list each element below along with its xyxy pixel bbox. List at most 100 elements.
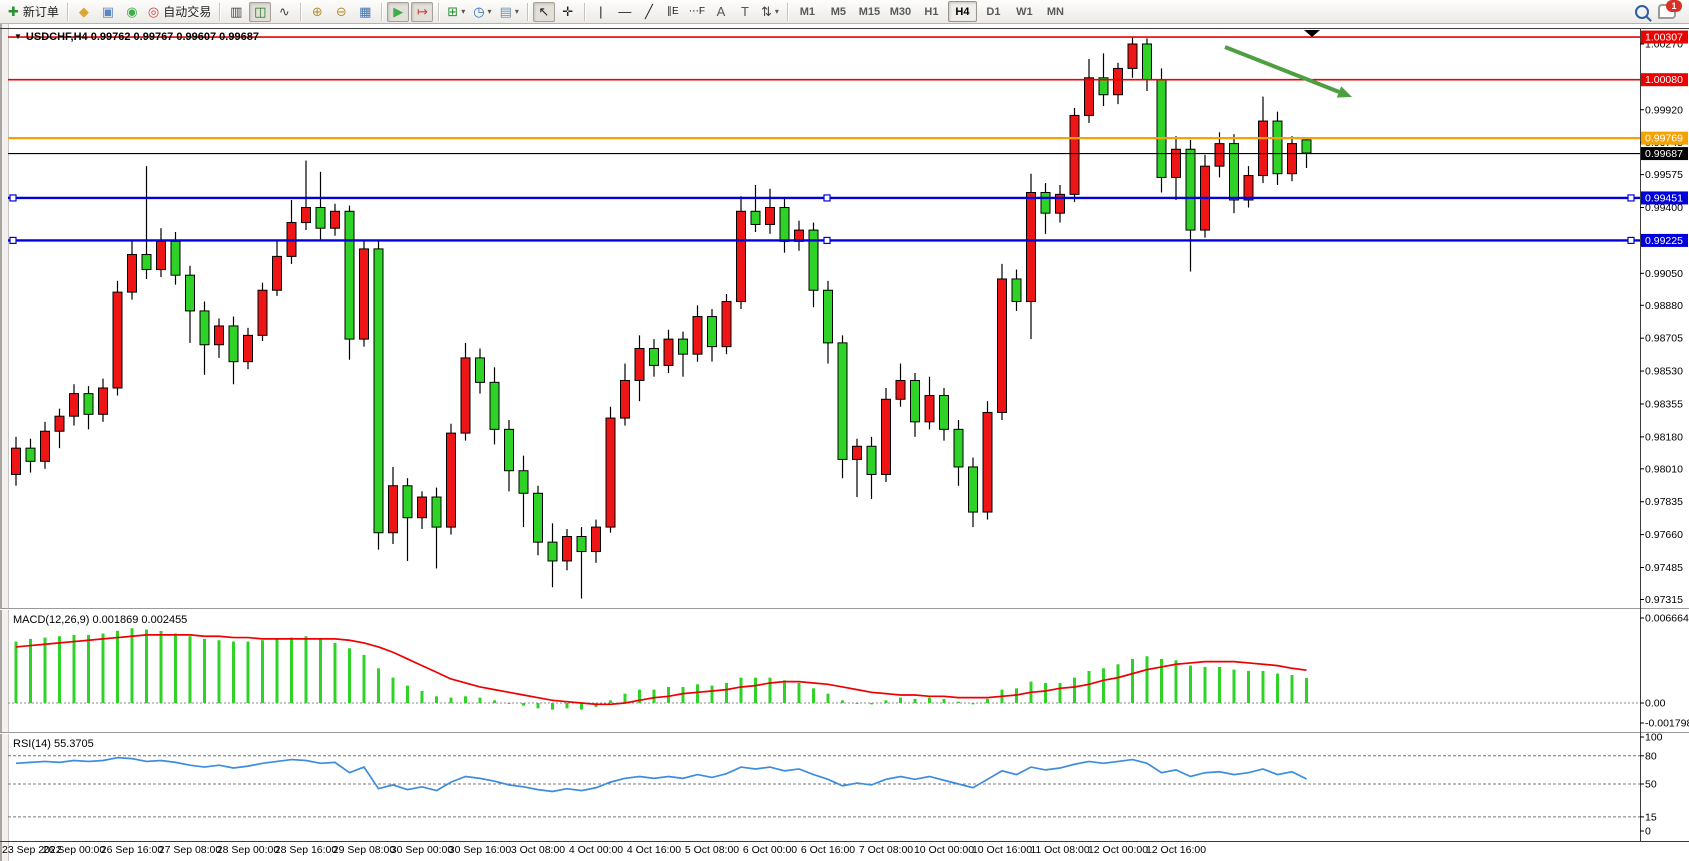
signals-icon[interactable]: ◉: [121, 2, 143, 22]
chart-title: ▼ USDCHF,H4 0.99762 0.99767 0.99607 0.996…: [14, 31, 259, 43]
fibonacci-button[interactable]: ⋯F: [686, 2, 708, 22]
periods-dropdown[interactable]: ◷ ▾: [470, 2, 494, 22]
timeframe-m1-button[interactable]: M1: [799, 5, 816, 18]
cursor-button[interactable]: ↖: [532, 1, 555, 22]
horizontal-line-button[interactable]: —: [614, 2, 636, 22]
new-chart-dropdown[interactable]: ⊞ ▾: [444, 2, 468, 22]
timeframe-w1-button[interactable]: W1: [1016, 5, 1033, 18]
autotrading-button-label: 自动交易: [163, 5, 212, 19]
cursor-icon: ↖: [538, 4, 550, 19]
timeframe-d1-button[interactable]: D1: [986, 5, 1001, 18]
chart-shift-marker[interactable]: [1304, 30, 1320, 37]
text-icon: A: [716, 4, 726, 19]
tile-windows-button[interactable]: ▦: [354, 2, 376, 22]
charts-gold-icon[interactable]: ◆: [73, 2, 95, 22]
zoom-in-icon: ⊕: [311, 4, 323, 19]
svg-text:-0.001798: -0.001798: [1645, 718, 1689, 730]
zoom-out-button[interactable]: ⊖: [330, 2, 352, 22]
svg-text:26 Sep 00:00: 26 Sep 00:00: [43, 844, 106, 856]
notifications-button[interactable]: 1: [1655, 0, 1682, 22]
fibonacci-icon: ⋯F: [688, 5, 705, 17]
svg-text:6 Oct 00:00: 6 Oct 00:00: [743, 844, 797, 856]
svg-text:100: 100: [1645, 732, 1663, 744]
text-label-icon: T: [741, 4, 749, 19]
new-order-button-label: 新订单: [22, 5, 59, 19]
svg-text:0.97835: 0.97835: [1645, 496, 1683, 508]
search-icon: [1635, 4, 1649, 19]
svg-text:0.97485: 0.97485: [1645, 562, 1683, 574]
bar-chart-button[interactable]: ▥: [225, 2, 247, 22]
line-drag-handle[interactable]: [1627, 194, 1635, 202]
timeframe-m30-button[interactable]: M30: [889, 5, 912, 18]
svg-text:27 Sep 08:00: 27 Sep 08:00: [159, 844, 222, 856]
support-line-1[interactable]: [8, 194, 1640, 202]
svg-text:0.98355: 0.98355: [1645, 398, 1683, 410]
svg-text:6 Oct 16:00: 6 Oct 16:00: [801, 844, 855, 856]
charts-gold-icon-icon: ◆: [78, 4, 89, 19]
svg-text:0.99575: 0.99575: [1645, 169, 1683, 181]
chevron-down-icon: ▾: [514, 7, 519, 16]
horizontal-line-icon: —: [618, 4, 632, 19]
text-label-button[interactable]: T: [734, 2, 756, 22]
candlestick-chart-button[interactable]: ◫: [249, 1, 272, 22]
svg-text:0.99400: 0.99400: [1645, 202, 1683, 214]
new-order-button[interactable]: ✚ 新订单: [5, 2, 62, 22]
chart-shift-button[interactable]: ↦: [411, 1, 434, 22]
svg-text:0.97660: 0.97660: [1645, 529, 1683, 541]
chevron-down-icon: ▾: [774, 7, 779, 16]
candlestick-series: [11, 36, 1312, 599]
crosshair-icon: ✛: [562, 4, 574, 19]
line-drag-handle[interactable]: [9, 194, 17, 202]
price-badge-0.99451: 0.99451: [1641, 191, 1688, 205]
tile-windows-icon: ▦: [359, 4, 372, 19]
arrows-icon: ⇅: [760, 4, 772, 19]
line-drag-handle[interactable]: [9, 236, 17, 245]
timeframe-m15-button[interactable]: M15: [858, 5, 881, 18]
indicator-axis-labels: 0.006664 0.00 -0.001798 100 80 50 15 0: [1640, 613, 1689, 838]
timeframe-h4-button[interactable]: H4: [947, 1, 977, 22]
metaeditor-icon[interactable]: ▣: [97, 2, 119, 22]
line-chart-button[interactable]: ∿: [273, 2, 295, 22]
svg-text:0.006664: 0.006664: [1645, 613, 1689, 625]
macd-values: 0.001869 0.002455: [92, 614, 188, 626]
collapse-triangle-icon[interactable]: ▼: [14, 32, 22, 41]
equidistant-channel-icon: ∥E: [667, 5, 679, 17]
line-drag-handle[interactable]: [823, 194, 831, 202]
svg-text:10 Oct 00:00: 10 Oct 00:00: [914, 844, 974, 856]
timeframe-m5-button[interactable]: M5: [830, 5, 847, 18]
metaeditor-icon-icon: ▣: [101, 4, 115, 19]
svg-text:0.99225: 0.99225: [1645, 235, 1683, 247]
crosshair-button[interactable]: ✛: [557, 2, 579, 22]
line-drag-handle[interactable]: [823, 236, 831, 245]
line-drag-handle[interactable]: [1627, 236, 1635, 245]
window-left-edge: [0, 24, 9, 861]
svg-text:29 Sep 08:00: 29 Sep 08:00: [333, 844, 396, 856]
trendline-button[interactable]: ╱: [638, 2, 660, 22]
auto-scroll-button[interactable]: ▶: [387, 1, 410, 22]
autotrading-button[interactable]: ◎ 自动交易: [145, 2, 214, 22]
search-button[interactable]: [1631, 2, 1653, 22]
svg-text:7 Oct 08:00: 7 Oct 08:00: [859, 844, 913, 856]
new-chart-icon: ⊞: [447, 4, 459, 19]
vertical-line-button[interactable]: |: [590, 2, 612, 22]
equidistant-channel-button[interactable]: ∥E: [662, 2, 684, 22]
svg-text:0.98010: 0.98010: [1645, 463, 1683, 475]
signals-icon-icon: ◉: [126, 4, 138, 19]
arrows-dropdown[interactable]: ⇅ ▾: [758, 2, 782, 22]
chart-canvas: 1.002700.999200.997450.995750.994000.990…: [0, 28, 1689, 856]
price-badge-0.99687: 0.99687: [1641, 147, 1688, 161]
trend-arrow[interactable]: [1224, 45, 1352, 98]
autotrading-icon: ◎: [147, 4, 160, 19]
svg-text:12 Oct 00:00: 12 Oct 00:00: [1088, 844, 1148, 856]
zoom-in-button[interactable]: ⊕: [306, 2, 328, 22]
timeframe-h1-button[interactable]: H1: [924, 5, 939, 18]
support-line-2[interactable]: [8, 236, 1640, 245]
timeframe-mn-button[interactable]: MN: [1046, 5, 1064, 18]
svg-text:80: 80: [1645, 750, 1657, 762]
templates-dropdown[interactable]: ▤ ▾: [497, 2, 522, 22]
price-axis-ticks: 1.002700.999200.997450.995750.994000.990…: [1640, 38, 1683, 606]
svg-text:0.99920: 0.99920: [1645, 104, 1683, 116]
text-button[interactable]: A: [710, 2, 732, 22]
svg-text:0.99451: 0.99451: [1645, 192, 1683, 204]
